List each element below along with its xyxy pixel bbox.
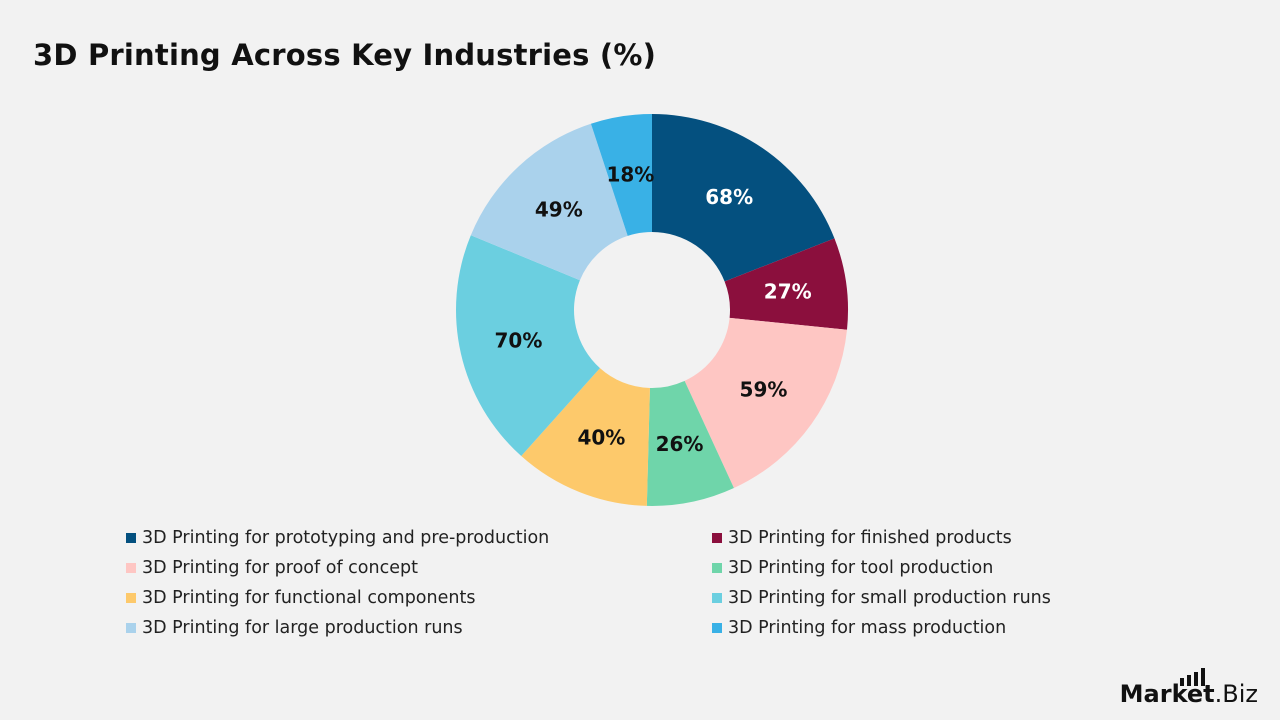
legend-label: 3D Printing for finished products [728, 528, 1012, 548]
legend-label: 3D Printing for functional components [142, 588, 476, 608]
legend-item: 3D Printing for proof of concept [126, 556, 418, 580]
donut-slice [456, 235, 600, 457]
legend-item: 3D Printing for tool production [712, 556, 993, 580]
legend-item: 3D Printing for small production runs [712, 586, 1051, 610]
data-label: 40% [577, 425, 625, 449]
donut-slice [521, 368, 650, 506]
logo-bold-text: Market [1119, 680, 1215, 708]
data-label: 49% [535, 198, 583, 222]
data-label: 68% [705, 185, 753, 209]
legend-item: 3D Printing for functional components [126, 586, 475, 610]
legend-swatch [712, 533, 722, 543]
legend-label: 3D Printing for proof of concept [142, 558, 418, 578]
donut-slice [684, 317, 847, 489]
legend-label: 3D Printing for mass production [728, 618, 1007, 638]
legend-label: 3D Printing for small production runs [728, 588, 1051, 608]
legend-label: 3D Printing for large production runs [142, 618, 463, 638]
legend-swatch [712, 563, 722, 573]
legend-swatch [126, 593, 136, 603]
data-label: 26% [656, 432, 704, 456]
data-label: 59% [740, 378, 788, 402]
data-label: 18% [606, 163, 654, 187]
bars-logo-icon [1179, 668, 1205, 686]
legend-label: 3D Printing for tool production [728, 558, 994, 578]
chart-title: 3D Printing Across Key Industries (%) [33, 38, 657, 72]
donut-slice [590, 114, 652, 236]
legend-swatch [126, 533, 136, 543]
donut-slice [470, 123, 628, 281]
logo-regular-text: .Biz [1214, 680, 1258, 708]
legend-swatch [712, 593, 722, 603]
donut-slice [652, 114, 835, 282]
legend-swatch [126, 563, 136, 573]
legend-item: 3D Printing for finished products [712, 526, 1012, 550]
legend-item: 3D Printing for prototyping and pre-prod… [126, 526, 549, 550]
legend-label: 3D Printing for prototyping and pre-prod… [142, 528, 550, 548]
data-label: 70% [494, 328, 542, 352]
legend-item: 3D Printing for mass production [712, 616, 1006, 640]
legend-swatch [712, 623, 722, 633]
data-label: 27% [764, 279, 812, 303]
donut-slice [646, 380, 734, 506]
legend-item: 3D Printing for large production runs [126, 616, 463, 640]
legend-swatch [126, 623, 136, 633]
donut-slice [724, 238, 848, 330]
market-biz-logo: Market.Biz [1119, 668, 1258, 708]
